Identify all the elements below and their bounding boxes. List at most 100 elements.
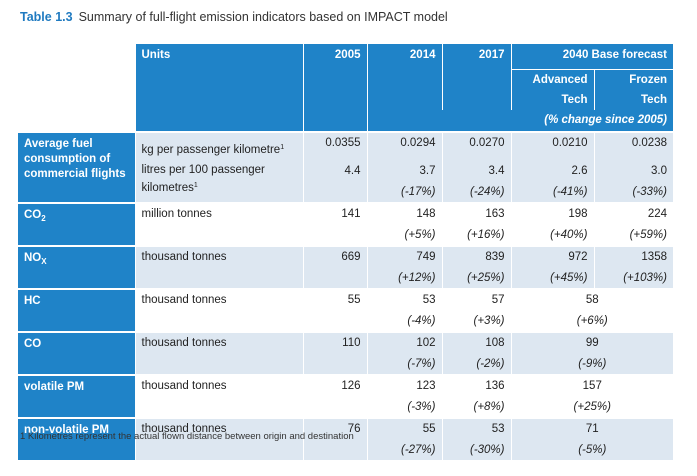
cell-value: 108 (441, 330, 511, 354)
row-label-nox: NOX (18, 244, 135, 289)
cell-change: (-24%) (441, 181, 511, 203)
cell-change: (-33%) (593, 181, 673, 203)
cell-unit: thousand tonnes (134, 287, 303, 311)
table-row-hc: HC thousand tonnes 55 53 57 58 (18, 287, 673, 332)
cell-change: (+5%) (366, 224, 442, 246)
cell-value: 0.0210 (510, 130, 594, 161)
header-row-sub: Advanced Tech Frozen Tech (18, 68, 673, 110)
cell-change: (-4%) (366, 310, 442, 332)
cell-change: (-3%) (366, 396, 442, 418)
cell-value: 102 (366, 330, 442, 354)
cell-value: 99 (510, 330, 673, 354)
cell-change: (+3%) (441, 310, 511, 332)
cell-value: 0.0238 (593, 130, 673, 161)
cell-change: (+6%) (510, 310, 673, 332)
table-row-fuel-b: litres per 100 passenger kilometres1 4.4… (18, 160, 673, 203)
footnote: 1 Kilometres represent the actual flown … (20, 431, 354, 442)
cell-change: (-41%) (510, 181, 594, 203)
cell-value: 2.6 (510, 160, 594, 182)
cell-value: 0.0294 (366, 130, 442, 161)
header-change-note: (% change since 2005) (366, 109, 673, 132)
row-label-co: CO (18, 330, 135, 375)
cell-unit: thousand tonnes (134, 244, 303, 268)
cell-value: 76 (302, 416, 367, 440)
cell-unit: thousand tonnes (134, 373, 303, 397)
unit-kg-per-pkm: kg per passenger kilometre1 (134, 130, 303, 161)
cell-value: 141 (302, 201, 367, 225)
cell-change: (-27%) (366, 439, 442, 460)
cell-change: (-9%) (510, 353, 673, 375)
header-2014: 2014 (366, 44, 442, 69)
cell-unit: million tonnes (134, 201, 303, 225)
header-empty-cell (18, 44, 135, 69)
cell-change: (+8%) (441, 396, 511, 418)
table-row-non-volatile-pm: non-volatile PM thousand tonnes 76 55 53… (18, 416, 673, 460)
table-row-volatile-pm: volatile PM thousand tonnes 126 123 136 … (18, 373, 673, 418)
table-row-volatile-pm-pct: (-3%) (+8%) (+25%) (18, 396, 673, 418)
cell-change: (+45%) (510, 267, 594, 289)
cell-change: (+103%) (593, 267, 673, 289)
cell-value: 839 (441, 244, 511, 268)
table-row-non-volatile-pm-pct: (-27%) (-30%) (-5%) (18, 439, 673, 460)
header-2005: 2005 (302, 44, 367, 69)
cell-change: (+25%) (510, 396, 673, 418)
table-row-fuel-a: Average fuel consumption of commercial f… (18, 130, 673, 203)
row-label-non-volatile-pm: non-volatile PM (18, 416, 135, 460)
cell-value: 1358 (593, 244, 673, 268)
table-title: Summary of full-flight emission indicato… (78, 10, 448, 24)
unit-litres-per-100-pkm: litres per 100 passenger kilometres1 (134, 160, 303, 203)
cell-value: 53 (366, 287, 442, 311)
header-frozen-tech: Frozen Tech (593, 68, 673, 110)
row-label-co2: CO2 (18, 201, 135, 246)
cell-change: (+12%) (366, 267, 442, 289)
cell-value: 157 (510, 373, 673, 397)
cell-value: 53 (441, 416, 511, 440)
cell-value: 3.4 (441, 160, 511, 182)
header-row: Units 2005 2014 2017 2040 Base forecast (18, 44, 673, 69)
row-label-hc: HC (18, 287, 135, 332)
table-row-co2-pct: (+5%) (+16%) (+40%) (+59%) (18, 224, 673, 246)
cell-value: 0.0270 (441, 130, 511, 161)
header-units: Units (134, 44, 303, 69)
header-2017: 2017 (441, 44, 511, 69)
cell-value: 71 (510, 416, 673, 440)
row-label-volatile-pm: volatile PM (18, 373, 135, 418)
cell-value: 55 (302, 287, 367, 311)
header-advanced-tech: Advanced Tech (510, 68, 594, 110)
cell-change: (+25%) (441, 267, 511, 289)
cell-value: 58 (510, 287, 673, 311)
table-row-co2: CO2 million tonnes 141 148 163 198 224 (18, 201, 673, 246)
cell-value: 198 (510, 201, 594, 225)
cell-value: 126 (302, 373, 367, 397)
cell-value: 110 (302, 330, 367, 354)
table-row-co: CO thousand tonnes 110 102 108 99 (18, 330, 673, 375)
cell-value: 0.0355 (302, 130, 367, 161)
cell-value: 136 (441, 373, 511, 397)
cell-value: 57 (441, 287, 511, 311)
cell-change: (+59%) (593, 224, 673, 246)
table-number: Table 1.3 (20, 10, 73, 24)
table-row-nox-pct: (+12%) (+25%) (+45%) (+103%) (18, 267, 673, 289)
table-row-co-pct: (-7%) (-2%) (-9%) (18, 353, 673, 375)
header-row-change: (% change since 2005) (18, 109, 673, 132)
table-row-nox: NOX thousand tonnes 669 749 839 972 1358 (18, 244, 673, 289)
row-label-fuel: Average fuel consumption of commercial f… (18, 130, 135, 203)
cell-value: 972 (510, 244, 594, 268)
header-2040-forecast: 2040 Base forecast (510, 44, 673, 69)
cell-change: (-17%) (366, 181, 442, 203)
emission-indicators-table: Units 2005 2014 2017 2040 Base forecast … (18, 44, 673, 460)
cell-value: 3.0 (593, 160, 673, 182)
table-row-fuel-pct: (-17%) (-24%) (-41%) (-33%) (18, 181, 673, 203)
cell-value: 3.7 (366, 160, 442, 182)
cell-value: 749 (366, 244, 442, 268)
cell-value: 148 (366, 201, 442, 225)
cell-unit: thousand tonnes (134, 330, 303, 354)
cell-value: 55 (366, 416, 442, 440)
cell-change: (-7%) (366, 353, 442, 375)
cell-change: (+40%) (510, 224, 594, 246)
table-row-hc-pct: (-4%) (+3%) (+6%) (18, 310, 673, 332)
cell-value: 669 (302, 244, 367, 268)
table-caption: Table 1.3 Summary of full-flight emission… (20, 10, 448, 24)
cell-value: 123 (366, 373, 442, 397)
